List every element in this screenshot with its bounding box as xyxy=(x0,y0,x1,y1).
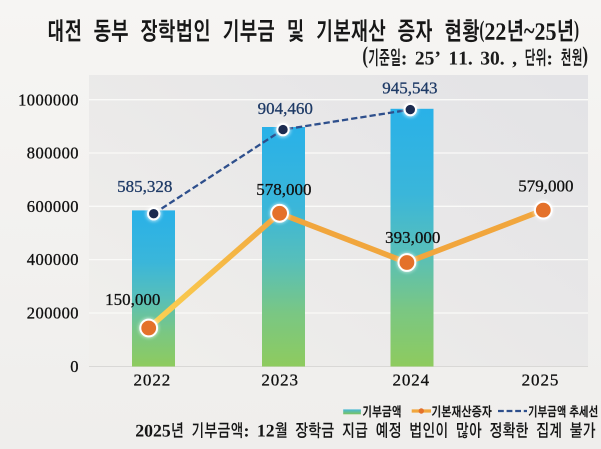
svg-text:1000000: 1000000 xyxy=(18,90,79,109)
svg-text:400000: 400000 xyxy=(27,250,79,269)
svg-text:2022: 2022 xyxy=(134,370,172,389)
svg-text:800000: 800000 xyxy=(27,144,79,163)
svg-text:2025: 2025 xyxy=(522,370,560,389)
svg-text:945,543: 945,543 xyxy=(382,78,437,97)
svg-text:200000: 200000 xyxy=(27,304,79,323)
svg-text:600000: 600000 xyxy=(27,197,79,216)
svg-text:393,000: 393,000 xyxy=(385,228,440,247)
svg-text:2023: 2023 xyxy=(261,370,299,389)
svg-text:585,328: 585,328 xyxy=(117,177,172,196)
svg-text:0: 0 xyxy=(70,357,79,376)
svg-text:904,460: 904,460 xyxy=(258,99,313,118)
svg-text:578,000: 578,000 xyxy=(256,180,311,199)
svg-text:2024: 2024 xyxy=(392,370,430,389)
svg-text:150,000: 150,000 xyxy=(105,290,160,309)
svg-text:579,000: 579,000 xyxy=(518,177,573,196)
